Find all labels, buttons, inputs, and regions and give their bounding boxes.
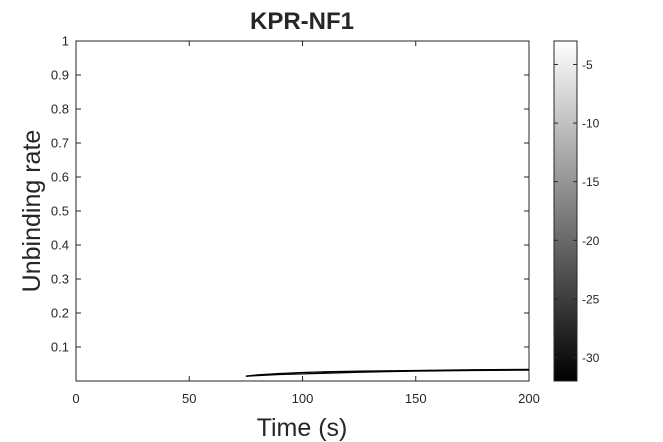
series-layer	[245, 368, 530, 377]
y-tick-label: 0.3	[51, 272, 69, 287]
x-axis-label: Time (s)	[257, 414, 348, 442]
colorbar-tick-label: -10	[582, 117, 600, 131]
y-axis: 0.1 0.2 0.3 0.4 0.5 0.6 0.7 0.8 0.9 1	[51, 34, 529, 355]
plot-area	[75, 40, 530, 382]
x-tick-label: 0	[72, 391, 79, 406]
colorbar-tick-label: -20	[582, 234, 600, 248]
y-tick-label: 0.6	[51, 170, 69, 185]
colorbar	[553, 40, 578, 382]
y-tick-label: 0.7	[51, 136, 69, 151]
chart-title: KPR-NF1	[250, 8, 354, 35]
x-tick-label: 50	[182, 391, 196, 406]
colorbar-tick-label: -5	[582, 58, 593, 72]
colorbar-tick-label: -25	[582, 292, 600, 306]
colorbar-ticks: -5 -10 -15 -20 -25 -30	[554, 58, 600, 365]
y-tick-label: 0.1	[51, 340, 69, 355]
y-tick-label: 0.9	[51, 68, 69, 83]
y-tick-label: 0.8	[51, 102, 69, 117]
colorbar-tick-label: -30	[582, 351, 600, 365]
x-tick-label: 150	[405, 391, 427, 406]
x-tick-label: 100	[292, 391, 314, 406]
colorbar-tick-label: -15	[582, 175, 600, 189]
x-axis: 0 50 100 150 200	[72, 41, 540, 406]
y-tick-label: 0.4	[51, 238, 69, 253]
series-line-2	[245, 369, 530, 377]
y-axis-label: Unbinding rate	[18, 130, 46, 293]
y-tick-label: 1	[62, 34, 69, 49]
series-line-1	[245, 368, 530, 377]
x-tick-label: 200	[518, 391, 540, 406]
y-tick-label: 0.2	[51, 306, 69, 321]
y-tick-label: 0.5	[51, 204, 69, 219]
